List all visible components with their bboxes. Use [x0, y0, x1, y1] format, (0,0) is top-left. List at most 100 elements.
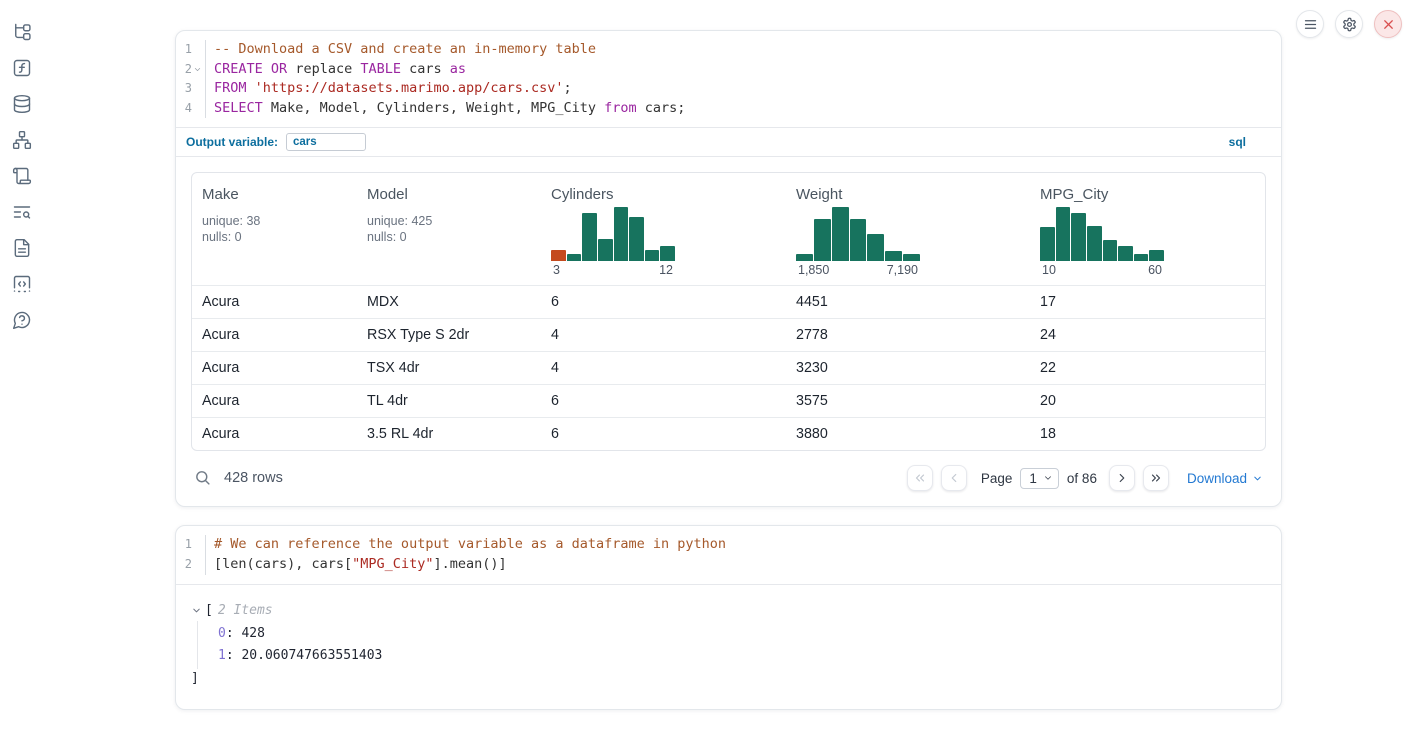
histogram-bar: [1087, 226, 1102, 262]
last-page-button[interactable]: [1143, 465, 1169, 491]
sql-cell-output: Makeunique: 38nulls: 0Modelunique: 425nu…: [176, 156, 1281, 506]
python-code-editor[interactable]: 1# We can reference the output variable …: [176, 526, 1281, 583]
table-cell: 6: [541, 294, 786, 310]
chevrons-right-icon: [1149, 471, 1163, 485]
histogram-bar: [598, 239, 613, 262]
column-stats: unique: 38nulls: 0: [202, 213, 347, 245]
column-histogram[interactable]: [796, 207, 920, 261]
chevron-down-icon: [1043, 473, 1053, 483]
search-button[interactable]: [194, 469, 212, 487]
table-row: AcuraTSX 4dr4323022: [192, 351, 1265, 384]
code-token: TABLE: [360, 61, 401, 77]
snippets-icon[interactable]: [12, 274, 32, 294]
column-title: Weight: [796, 186, 1020, 203]
histogram-bar: [1134, 254, 1149, 261]
table-cell: 3.5 RL 4dr: [357, 426, 541, 442]
histogram-bar: [1103, 240, 1118, 262]
histogram-bar: [1118, 246, 1133, 261]
fold-spacer: [192, 540, 203, 551]
settings-button[interactable]: [1335, 10, 1363, 38]
database-icon[interactable]: [12, 94, 32, 114]
pagination: Page 1 of 86 Download: [907, 465, 1263, 491]
column-histogram[interactable]: [1040, 207, 1164, 261]
line-number: 1: [176, 40, 206, 60]
line-number-text: 2: [185, 555, 192, 575]
code-line-text: -- Download a CSV and create an in-memor…: [206, 40, 596, 60]
table-cell: 24: [1030, 327, 1265, 343]
code-line-text: SELECT Make, Model, Cylinders, Weight, M…: [206, 99, 685, 119]
axis-label: 1,850: [798, 263, 829, 277]
column-header-weight[interactable]: Weight1,8507,190: [786, 173, 1030, 285]
page-select[interactable]: 1: [1020, 468, 1059, 489]
collapse-chevron-icon[interactable]: [191, 604, 204, 617]
code-line-text: # We can reference the output variable a…: [206, 535, 726, 555]
chevron-left-icon: [947, 471, 961, 485]
table-cell: 2778: [786, 327, 1030, 343]
page-total: of 86: [1067, 471, 1097, 486]
first-page-button[interactable]: [907, 465, 933, 491]
histogram-bar: [1149, 250, 1164, 261]
column-title: MPG_City: [1040, 186, 1255, 203]
column-header-model[interactable]: Modelunique: 425nulls: 0: [357, 173, 541, 285]
output-variable-input[interactable]: [286, 133, 366, 151]
close-button[interactable]: [1374, 10, 1402, 38]
help-chat-icon[interactable]: [12, 310, 32, 330]
table-row: AcuraMDX6445117: [192, 285, 1265, 318]
language-badge: sql: [1229, 135, 1281, 149]
table-cell: 20: [1030, 393, 1265, 409]
column-header-make[interactable]: Makeunique: 38nulls: 0: [192, 173, 357, 285]
python-cell: 1# We can reference the output variable …: [175, 525, 1282, 709]
file-tree-icon[interactable]: [12, 22, 32, 42]
table-cell: 17: [1030, 294, 1265, 310]
histogram-bar: [1040, 227, 1055, 261]
download-button[interactable]: Download: [1187, 471, 1263, 486]
column-stat: nulls: 0: [367, 229, 531, 245]
histogram-bar: [814, 219, 831, 261]
line-number-text: 4: [185, 99, 192, 119]
table-cell: RSX Type S 2dr: [357, 327, 541, 343]
histogram-bar: [885, 251, 902, 262]
table-cell: 4: [541, 360, 786, 376]
table-cell: TL 4dr: [357, 393, 541, 409]
text-search-icon[interactable]: [12, 202, 32, 222]
next-page-button[interactable]: [1109, 465, 1135, 491]
fold-spacer: [192, 83, 203, 94]
file-text-icon[interactable]: [12, 238, 32, 258]
code-line: 4 SELECT Make, Model, Cylinders, Weight, …: [176, 99, 1281, 119]
axis-label: 3: [553, 263, 560, 277]
sql-code-editor[interactable]: 1-- Download a CSV and create an in-memo…: [176, 31, 1281, 127]
menu-button[interactable]: [1296, 10, 1324, 38]
table-row: AcuraRSX Type S 2dr4277824: [192, 318, 1265, 351]
table-cell: 18: [1030, 426, 1265, 442]
column-header-mpg_city[interactable]: MPG_City1060: [1030, 173, 1265, 285]
column-histogram[interactable]: [551, 207, 675, 261]
table-cell: TSX 4dr: [357, 360, 541, 376]
table-cell: 3575: [786, 393, 1030, 409]
code-token: cars: [401, 61, 450, 77]
histogram-bar: [660, 246, 675, 262]
table-cell: 6: [541, 426, 786, 442]
line-number: 4: [176, 99, 206, 119]
code-token: [263, 61, 271, 77]
axis-label: 10: [1042, 263, 1056, 277]
code-token: ;: [564, 80, 572, 96]
fold-spacer: [192, 559, 203, 570]
axis-label: 12: [659, 263, 673, 277]
fold-chevron-icon[interactable]: [192, 64, 203, 75]
table-cell: Acura: [192, 360, 357, 376]
code-line: 2[len(cars), cars["MPG_City"].mean()]: [176, 555, 1281, 575]
network-icon[interactable]: [12, 130, 32, 150]
table-cell: 4: [541, 327, 786, 343]
code-token: OR: [271, 61, 287, 77]
chevron-right-icon: [1115, 471, 1129, 485]
code-token: 'https://datasets.marimo.app/cars.csv': [255, 80, 564, 96]
column-header-cylinders[interactable]: Cylinders312: [541, 173, 786, 285]
line-number-text: 3: [185, 79, 192, 99]
code-line: 2CREATE OR replace TABLE cars as: [176, 60, 1281, 80]
prev-page-button[interactable]: [941, 465, 967, 491]
scroll-icon[interactable]: [12, 166, 32, 186]
histogram-bar: [832, 207, 849, 261]
table-cell: MDX: [357, 294, 541, 310]
function-square-icon[interactable]: [12, 58, 32, 78]
code-line-text: CREATE OR replace TABLE cars as: [206, 60, 466, 80]
